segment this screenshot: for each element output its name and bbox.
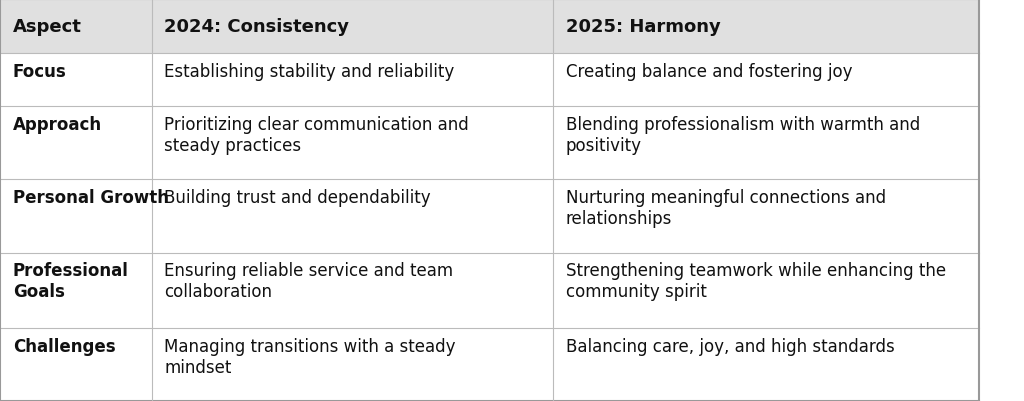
Bar [152, 253, 553, 328]
Bar [0, 253, 152, 328]
Text: Establishing stability and reliability: Establishing stability and reliability [165, 63, 455, 80]
Bar [152, 54, 553, 107]
Text: Building trust and dependability: Building trust and dependability [165, 189, 431, 207]
Bar [553, 0, 979, 54]
Text: 2024: Consistency: 2024: Consistency [165, 18, 349, 36]
Text: Nurturing meaningful connections and
relationships: Nurturing meaningful connections and rel… [565, 189, 886, 227]
Text: Blending professionalism with warmth and
positivity: Blending professionalism with warmth and… [565, 116, 920, 155]
Bar [0, 180, 152, 253]
Bar [0, 107, 152, 180]
Text: Professional
Goals: Professional Goals [12, 262, 129, 300]
Text: Challenges: Challenges [12, 337, 116, 355]
Text: Aspect: Aspect [12, 18, 82, 36]
Text: Prioritizing clear communication and
steady practices: Prioritizing clear communication and ste… [165, 116, 469, 155]
Text: Focus: Focus [12, 63, 67, 80]
Bar [553, 253, 979, 328]
Text: Balancing care, joy, and high standards: Balancing care, joy, and high standards [565, 337, 895, 355]
Bar [553, 107, 979, 180]
Bar [152, 180, 553, 253]
Bar [0, 54, 152, 107]
Bar [152, 328, 553, 401]
Bar [0, 0, 152, 54]
Text: Ensuring reliable service and team
collaboration: Ensuring reliable service and team colla… [165, 262, 454, 300]
Bar [553, 328, 979, 401]
Text: Managing transitions with a steady
mindset: Managing transitions with a steady minds… [165, 337, 456, 376]
Text: Approach: Approach [12, 116, 101, 134]
Text: Strengthening teamwork while enhancing the
community spirit: Strengthening teamwork while enhancing t… [565, 262, 946, 300]
Bar [0, 328, 152, 401]
Text: Personal Growth: Personal Growth [12, 189, 169, 207]
Bar [553, 180, 979, 253]
Text: 2025: Harmony: 2025: Harmony [565, 18, 721, 36]
Text: Creating balance and fostering joy: Creating balance and fostering joy [565, 63, 852, 80]
Bar [152, 107, 553, 180]
Bar [152, 0, 553, 54]
Bar [553, 54, 979, 107]
